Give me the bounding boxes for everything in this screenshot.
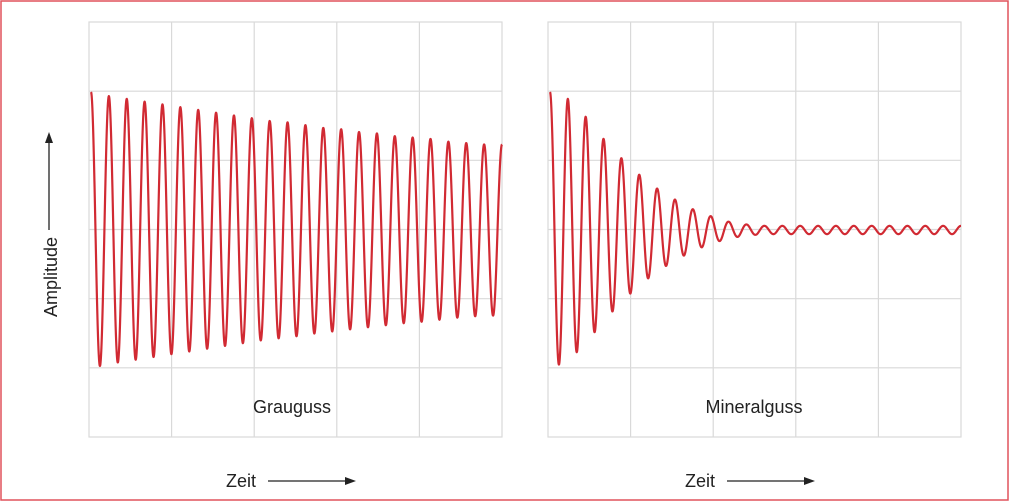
chart-panel-grauguss: Grauguss xyxy=(88,21,503,438)
x-axis-label-mineralguss: Zeit xyxy=(685,471,715,491)
signal-line-mineralguss xyxy=(549,91,962,366)
grid-mineralguss xyxy=(548,22,961,437)
y-axis-label-group: Amplitude xyxy=(41,132,61,317)
panel-label-mineralguss: Mineralguss xyxy=(705,397,802,417)
x-axis-label-group-mineralguss: Zeit xyxy=(685,471,815,491)
panel-label-grauguss: Grauguss xyxy=(253,397,331,417)
x-axis-arrow-head-mineralguss xyxy=(804,477,815,485)
y-axis-label: Amplitude xyxy=(41,237,61,317)
x-axis-label-grauguss: Zeit xyxy=(226,471,256,491)
y-axis-arrow-head xyxy=(45,132,53,143)
signal-line-grauguss xyxy=(90,91,503,368)
x-axis-arrow-head-grauguss xyxy=(345,477,356,485)
chart-panel-mineralguss: Mineralguss xyxy=(547,21,962,438)
x-axis-label-group-grauguss: Zeit xyxy=(226,471,356,491)
